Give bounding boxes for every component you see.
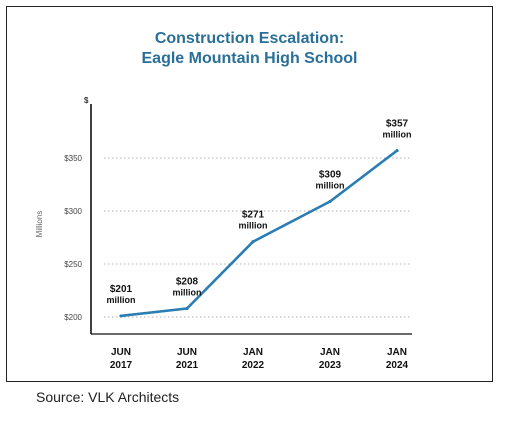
data-point	[119, 314, 123, 318]
data-point	[251, 240, 255, 244]
x-tick-year: 2022	[242, 360, 265, 371]
series-line	[119, 149, 399, 318]
x-tick-month: JAN	[320, 347, 340, 358]
y-tick-label: $250	[64, 260, 82, 269]
y-tick-label: $200	[64, 313, 82, 322]
data-point	[328, 199, 332, 204]
y-tick-label: $300	[64, 207, 82, 216]
data-label-value: $271	[242, 210, 265, 221]
data-label-unit: million	[173, 288, 202, 298]
x-tick-year: 2023	[319, 360, 342, 371]
x-tick-month: JUN	[177, 347, 197, 358]
data-point	[395, 148, 399, 153]
x-tick-year: 2021	[176, 360, 199, 371]
x-tick-year: 2017	[110, 360, 133, 371]
chart-frame: Construction Escalation: Eagle Mountain …	[6, 6, 493, 382]
x-tick-year: 2024	[386, 360, 409, 371]
x-tick-month: JUN	[111, 347, 131, 358]
x-tick-month: JAN	[243, 347, 263, 358]
data-label-unit: million	[316, 180, 345, 190]
y-unit-label: $	[84, 96, 89, 105]
data-label-unit: million	[383, 130, 412, 140]
source-note: Source: VLK Architects	[36, 389, 180, 405]
chart-subtitle: Eagle Mountain High School	[141, 50, 358, 67]
data-label-unit: million	[107, 295, 136, 305]
data-label-value: $208	[176, 277, 199, 288]
chart-title: Construction Escalation:	[154, 30, 345, 47]
data-label-value: $309	[319, 169, 342, 180]
y-tick-label: $350	[64, 154, 82, 163]
x-tick-month: JAN	[387, 347, 407, 358]
data-label-value: $201	[110, 284, 133, 295]
data-label-value: $357	[386, 119, 409, 130]
y-axis-title: Millions	[35, 211, 44, 238]
data-point	[185, 306, 189, 311]
data-label-unit: million	[239, 221, 268, 231]
